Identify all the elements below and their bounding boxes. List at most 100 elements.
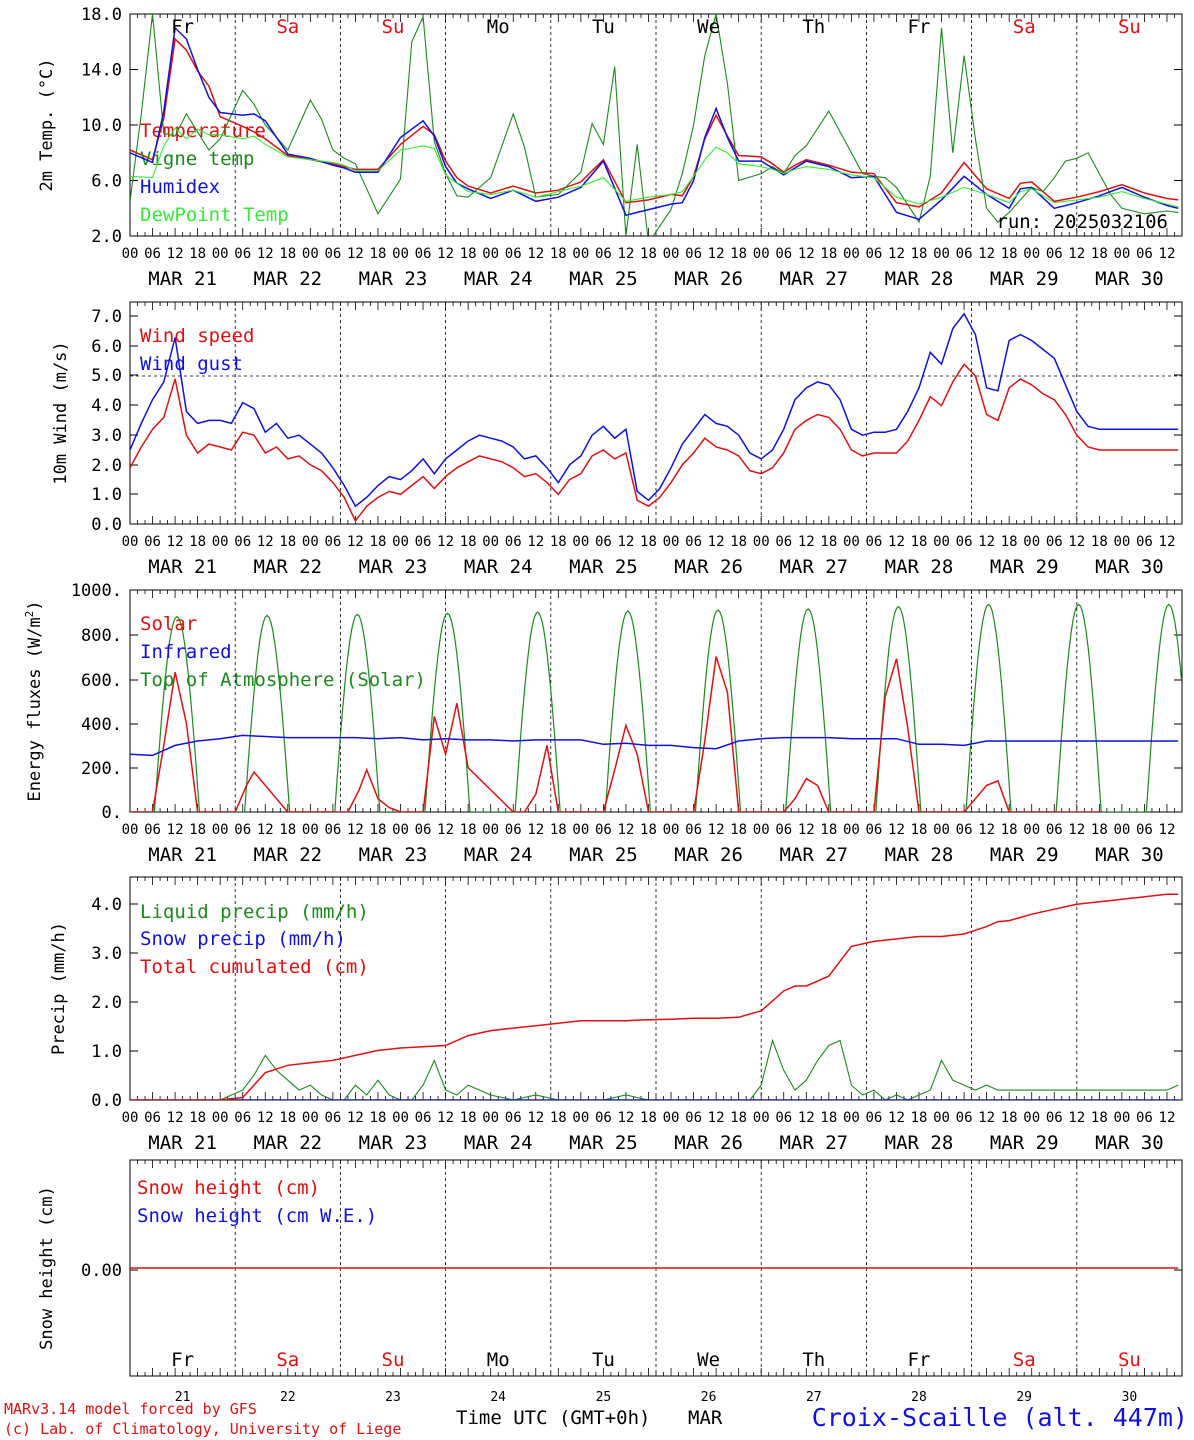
y-tick-label: 0.0: [91, 515, 122, 535]
y-tick-label: 2.0: [91, 993, 122, 1013]
hour-label: 00: [663, 246, 680, 262]
hour-label: 18: [1001, 1110, 1018, 1126]
hour-label: 00: [122, 534, 139, 550]
series-line-0: [130, 1038, 1179, 1100]
legend-entry: Wind speed: [140, 325, 254, 347]
hour-label: 06: [324, 1110, 341, 1126]
hour-label: 18: [730, 534, 747, 550]
hour-label: 06: [685, 1110, 702, 1126]
day-name: Su: [1118, 16, 1141, 38]
legend-entry: Wind gust: [140, 353, 243, 375]
hour-label: 12: [1159, 246, 1176, 262]
day-number: 21: [175, 1390, 191, 1405]
hour-label: 12: [527, 246, 544, 262]
hour-label: 12: [437, 1110, 454, 1126]
date-label: MAR 24: [464, 844, 533, 866]
hour-label: 18: [730, 246, 747, 262]
legend-entry: Snow height (cm): [137, 1177, 320, 1199]
date-label: MAR 27: [779, 268, 848, 290]
date-label: MAR 27: [779, 844, 848, 866]
hour-label: 06: [685, 822, 702, 838]
hour-label: 18: [460, 246, 477, 262]
hour-label: 06: [1046, 534, 1063, 550]
hour-label: 00: [392, 1110, 409, 1126]
hour-label: 06: [505, 246, 522, 262]
day-number: 24: [490, 1390, 506, 1405]
hour-label: 06: [775, 534, 792, 550]
hour-label: 00: [212, 246, 229, 262]
hour-label: 06: [956, 822, 973, 838]
day-name-bottom: Th: [802, 1349, 825, 1371]
hour-label: 12: [167, 1110, 184, 1126]
hour-label: 18: [189, 246, 206, 262]
panel-5: 0.00 Snow height (cm) Snow height (cm) Snow…: [37, 1159, 1183, 1377]
day-number: 30: [1122, 1390, 1138, 1405]
hour-label: 12: [618, 246, 635, 262]
series-line-2: [130, 26, 1179, 221]
hour-label: 18: [370, 822, 387, 838]
y-tick-label: 400.: [81, 715, 122, 735]
hour-label: 12: [798, 534, 815, 550]
y-tick-label: 10.0: [81, 116, 122, 136]
day-name: We: [697, 16, 720, 38]
hour-label: 12: [1159, 1110, 1176, 1126]
y-tick-label: 6.0: [91, 172, 122, 192]
hour-label: 00: [302, 1110, 319, 1126]
date-label: MAR 28: [885, 268, 954, 290]
hour-label: 12: [1068, 822, 1085, 838]
hour-label: 00: [482, 822, 499, 838]
date-label: MAR 30: [1095, 1132, 1164, 1154]
hour-label: 18: [460, 1110, 477, 1126]
y-tick-label: 3.0: [91, 944, 122, 964]
hour-label: 18: [279, 246, 296, 262]
hour-label: 06: [685, 534, 702, 550]
hour-label: 06: [956, 246, 973, 262]
hour-label: 06: [595, 822, 612, 838]
month-label: MAR: [688, 1407, 723, 1429]
hour-label: 12: [527, 534, 544, 550]
day-name-bottom: Su: [382, 1349, 405, 1371]
hour-label: 00: [1113, 246, 1130, 262]
legend-entry: Snow precip (mm/h): [140, 928, 346, 950]
hour-label: 12: [347, 822, 364, 838]
date-label: MAR 23: [359, 556, 428, 578]
legend-entry: Infrared: [140, 641, 232, 663]
day-name: Mo: [487, 16, 510, 38]
legend-entry: Solar: [140, 613, 197, 635]
hour-label: 00: [933, 822, 950, 838]
hour-label: 12: [978, 822, 995, 838]
day-number: 23: [385, 1390, 401, 1405]
hour-label: 12: [167, 822, 184, 838]
hour-label: 00: [753, 1110, 770, 1126]
y-axis-label-close: ): [25, 600, 45, 610]
day-number: 29: [1016, 1390, 1032, 1405]
hour-label: 18: [911, 1110, 928, 1126]
day-name: Fr: [171, 16, 194, 38]
y-tick-label: 5.0: [91, 366, 122, 386]
day-name-bottom: Su: [1118, 1349, 1141, 1371]
y-tick-label: 0.00: [81, 1261, 122, 1281]
hour-label: 18: [370, 534, 387, 550]
day-name: Fr: [908, 16, 931, 38]
hour-label: 12: [1068, 246, 1085, 262]
day-name-bottom: We: [697, 1349, 720, 1371]
panel-2: 0.0 1.0 2.0 3.0 4.0 5.0 6.0 7.0 10m Wind (m/s) Wi…: [51, 301, 1183, 578]
hour-label: 12: [257, 1110, 274, 1126]
date-label: MAR 27: [779, 1132, 848, 1154]
hour-label: 18: [189, 534, 206, 550]
hour-label: 18: [279, 534, 296, 550]
hour-label: 18: [189, 1110, 206, 1126]
hour-label: 06: [234, 534, 251, 550]
y-tick-label: 4.0: [91, 396, 122, 416]
hour-label: 18: [550, 1110, 567, 1126]
legend-entry: Snow height (cm W.E.): [137, 1205, 377, 1227]
hour-label: 06: [685, 246, 702, 262]
day-number: 28: [911, 1390, 927, 1405]
hour-label: 06: [775, 1110, 792, 1126]
hour-label: 18: [730, 1110, 747, 1126]
hour-label: 18: [1091, 534, 1108, 550]
hour-label: 12: [888, 1110, 905, 1126]
legend-entry: Temperature: [140, 120, 266, 142]
hour-label: 06: [324, 534, 341, 550]
y-axis-label: 10m Wind (m/s): [51, 341, 71, 484]
